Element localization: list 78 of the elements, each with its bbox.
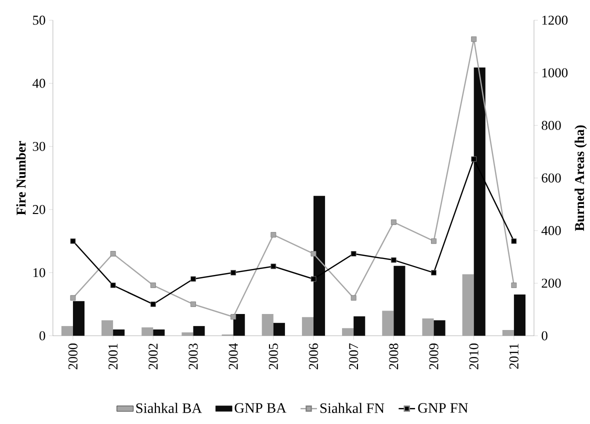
bar xyxy=(422,318,434,336)
bar xyxy=(102,320,114,336)
bar xyxy=(354,316,366,336)
bar xyxy=(233,314,245,336)
y2-tick-label: 800 xyxy=(542,120,561,130)
point xyxy=(150,282,156,288)
x-tick-label: 2001 xyxy=(108,344,118,370)
bar xyxy=(502,330,514,336)
point xyxy=(390,219,396,225)
y-tick-label: 0 xyxy=(39,331,46,340)
point xyxy=(270,263,276,269)
y-tick-label: 30 xyxy=(32,142,46,151)
y-tick-label: 50 xyxy=(33,16,46,25)
point xyxy=(230,314,236,320)
y2-tick-label: 1200 xyxy=(542,16,568,25)
y2-tick-label: 1000 xyxy=(542,68,568,78)
point xyxy=(471,156,477,162)
bar xyxy=(113,329,125,336)
point xyxy=(350,250,356,256)
bar xyxy=(142,327,154,336)
x-tick-label: 2000 xyxy=(68,343,78,370)
y-tick-label: 40 xyxy=(32,78,46,88)
bar xyxy=(182,332,194,336)
x-tick-label: 2005 xyxy=(268,343,278,370)
bar xyxy=(193,326,205,336)
point xyxy=(431,270,436,276)
bar xyxy=(72,300,85,336)
x-tick-label: 2003 xyxy=(188,343,198,370)
x-tick-label: 2004 xyxy=(228,343,238,370)
point xyxy=(230,270,236,276)
y-tick-label: 20 xyxy=(32,204,46,214)
point xyxy=(270,232,276,238)
bar xyxy=(382,310,394,336)
x-tick-label: 2011 xyxy=(509,344,518,369)
legend-label: GNP FN xyxy=(418,403,468,413)
bar xyxy=(434,320,446,336)
point xyxy=(471,36,477,42)
x-tick-label: 2007 xyxy=(349,343,358,370)
y2-tick-label: 200 xyxy=(542,278,561,288)
y2-tick-label: 0 xyxy=(542,331,548,340)
bar xyxy=(273,322,285,336)
point xyxy=(110,250,116,256)
point xyxy=(190,276,196,282)
point xyxy=(511,282,517,288)
bar xyxy=(474,67,486,336)
point xyxy=(350,295,356,301)
point xyxy=(310,250,316,256)
point xyxy=(511,238,517,244)
y-tick-label: 10 xyxy=(33,268,46,278)
bar xyxy=(342,328,354,336)
y-axis-title: Fire Number xyxy=(16,140,26,215)
y2-tick-label: 400 xyxy=(541,226,561,235)
bar xyxy=(514,294,526,336)
point xyxy=(310,276,316,282)
legend-label: Siahkal FN xyxy=(320,402,384,413)
x-tick-label: 2002 xyxy=(148,344,158,370)
point xyxy=(390,257,396,263)
bar xyxy=(302,316,314,336)
point xyxy=(190,301,196,307)
bar xyxy=(153,329,165,336)
y2-tick-label: 600 xyxy=(542,173,561,182)
x-tick-label: 2009 xyxy=(429,343,438,370)
x-tick-label: 2008 xyxy=(389,343,398,370)
legend-label: Siahkal BA xyxy=(136,402,202,413)
y2-axis-title: Burned Areas (ha) xyxy=(574,125,587,231)
bar xyxy=(61,326,73,336)
point xyxy=(70,295,76,301)
x-tick-label: 2010 xyxy=(469,343,478,370)
point xyxy=(431,238,436,244)
x-tick-label: 2006 xyxy=(308,343,318,370)
bar xyxy=(394,266,406,336)
point xyxy=(70,238,76,244)
bar xyxy=(314,196,326,336)
point xyxy=(150,301,156,307)
bar xyxy=(462,274,474,336)
legend-label: GNP BA xyxy=(234,403,286,413)
bar xyxy=(262,314,274,336)
point xyxy=(110,282,116,288)
